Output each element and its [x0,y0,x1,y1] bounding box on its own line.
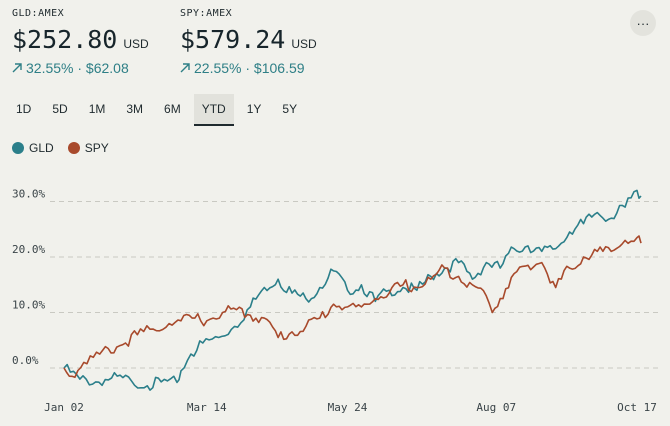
range-tab-6m[interactable]: 6M [164,102,181,116]
y-tick-label: 20.0% [12,243,45,256]
price-chart[interactable]: 30.0% 20.0% 10.0% 0.0% Jan 02 Mar 14 May 24 Aug… [0,160,670,426]
chart-legend: GLD SPY [12,141,123,155]
arrow-up-right-icon [180,63,190,73]
legend-dot-icon [67,142,80,154]
ticker-currency: USD [123,37,149,51]
range-tab-5y[interactable]: 5Y [282,102,298,116]
x-tick-label: Jan 02 [44,401,84,414]
ticker-symbol: SPY:AMEX [180,8,233,19]
arrow-up-right-icon [12,63,22,73]
range-tab-3m[interactable]: 3M [126,102,144,116]
range-tabs: 1D 5D 1M 3M 6M YTD 1Y 5Y [8,94,310,126]
ticker-currency: USD [291,37,317,51]
range-tab-5d[interactable]: 5D [52,102,68,116]
legend-label: GLD [29,141,54,155]
legend-dot-icon [12,142,24,154]
ticker-symbol: GLD:AMEX [12,8,65,19]
ticker-change: 32.55% · $62.08 [12,60,149,76]
legend-label: SPY [84,141,109,155]
x-tick-label: Aug 07 [476,401,516,414]
ticker-price: $252.80 [12,25,118,54]
x-tick-label: Mar 14 [187,401,227,414]
x-tick-label: May 24 [328,401,368,414]
legend-item-spy[interactable]: SPY [67,141,109,155]
ticker-change-text: 22.55% · $106.59 [194,60,305,76]
y-tick-label: 30.0% [12,188,45,201]
more-options-button[interactable]: ··· [630,10,656,36]
ticker-price: $579.24 [180,25,286,54]
range-tab-ytd[interactable]: YTD [193,94,234,126]
legend-item-gld[interactable]: GLD [12,141,54,155]
range-tab-1y[interactable]: 1Y [246,102,262,116]
ticker-spy: SPY:AMEX $579.24 USD 22.55% · $106.59 [180,8,317,76]
range-tab-1m[interactable]: 1M [88,102,106,116]
ticker-gld: GLD:AMEX $252.80 USD 32.55% · $62.08 [12,8,149,76]
y-tick-label: 10.0% [12,299,45,312]
x-tick-label: Oct 17 [617,401,657,414]
series-line-spy[interactable] [63,235,642,379]
ticker-change: 22.55% · $106.59 [180,60,317,76]
ticker-change-text: 32.55% · $62.08 [26,60,129,76]
y-tick-label: 0.0% [12,354,39,367]
range-tab-1d[interactable]: 1D [16,102,32,116]
series-line-gld[interactable] [63,189,642,391]
